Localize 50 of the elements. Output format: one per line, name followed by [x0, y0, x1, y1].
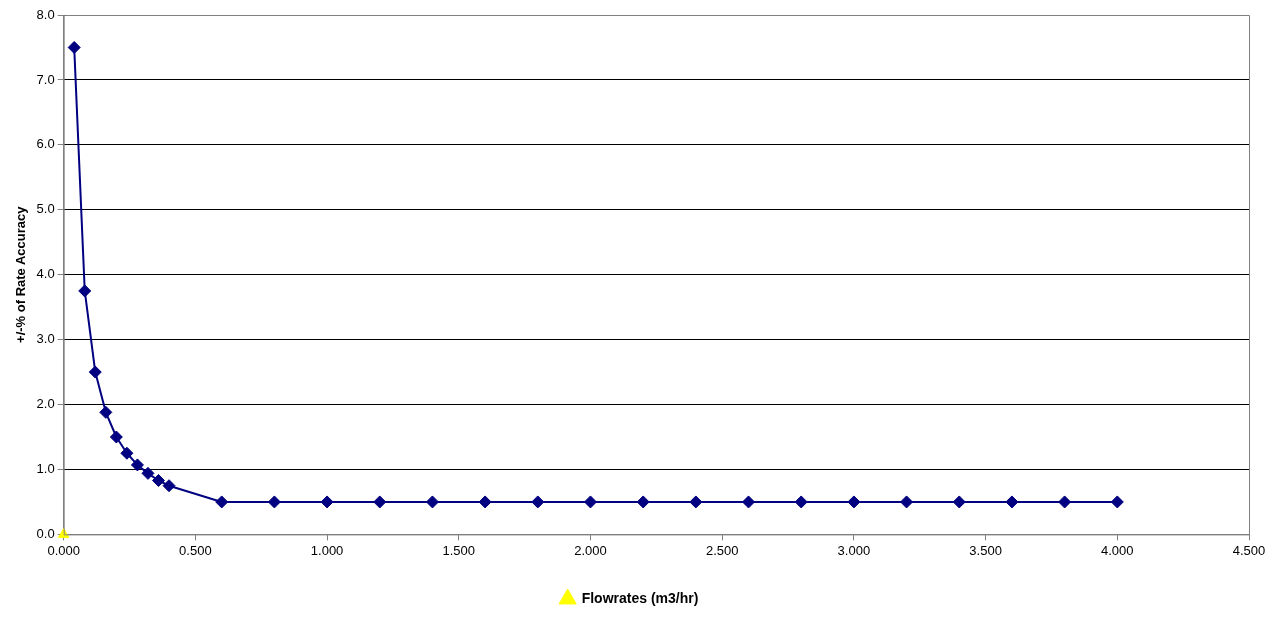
point: [99, 405, 113, 419]
x-tick-label: 0.500: [179, 542, 212, 558]
point: [636, 495, 650, 509]
point: [478, 495, 492, 509]
y-tick-label: 8.0: [36, 6, 55, 22]
point: [215, 495, 229, 509]
y-tick-label: 2.0: [36, 396, 55, 412]
y-tick-label: 7.0: [36, 71, 55, 87]
legend-label: Flowrates (m3/hr): [581, 589, 699, 606]
point: [78, 284, 92, 298]
point: [583, 495, 597, 509]
point: [689, 495, 703, 509]
x-tick-label: 1.500: [442, 542, 476, 558]
point: [57, 527, 70, 538]
point: [847, 495, 861, 509]
x-tick-label: 0.000: [47, 542, 80, 558]
point: [152, 474, 165, 488]
y-axis-title: +/-% of Rate Accuracy: [13, 205, 29, 343]
x-tick-label: 3.500: [969, 542, 1002, 558]
point: [1058, 495, 1072, 509]
point: [130, 458, 144, 472]
y-tick-label: 5.0: [36, 201, 55, 217]
x-tick-label: 2.000: [574, 542, 607, 558]
point: [267, 495, 281, 509]
point: [900, 495, 914, 509]
point: [120, 446, 134, 460]
point: [794, 495, 808, 509]
point: [952, 495, 966, 509]
point: [425, 495, 439, 509]
point: [162, 479, 176, 493]
y-tick-label: 1.0: [36, 461, 55, 477]
y-tick-label: 4.0: [36, 266, 55, 282]
point: [742, 495, 756, 509]
x-tick-label: 1.000: [310, 542, 344, 558]
point: [320, 495, 334, 509]
x-tick-label: 4.500: [1232, 542, 1266, 558]
point: [67, 40, 81, 54]
point: [1005, 495, 1019, 509]
point: [109, 430, 123, 444]
y-tick-label: 0.0: [36, 525, 55, 541]
y-tick-label: 3.0: [36, 331, 55, 347]
point: [531, 495, 545, 509]
x-tick-label: 2.500: [705, 542, 739, 558]
point: [88, 365, 102, 379]
point: [1110, 495, 1124, 509]
x-tick-label: 3.000: [837, 542, 871, 558]
point: [373, 495, 387, 509]
point: [141, 466, 155, 480]
y-tick-label: 6.0: [36, 136, 55, 152]
x-tick-label: 4.000: [1101, 542, 1134, 558]
